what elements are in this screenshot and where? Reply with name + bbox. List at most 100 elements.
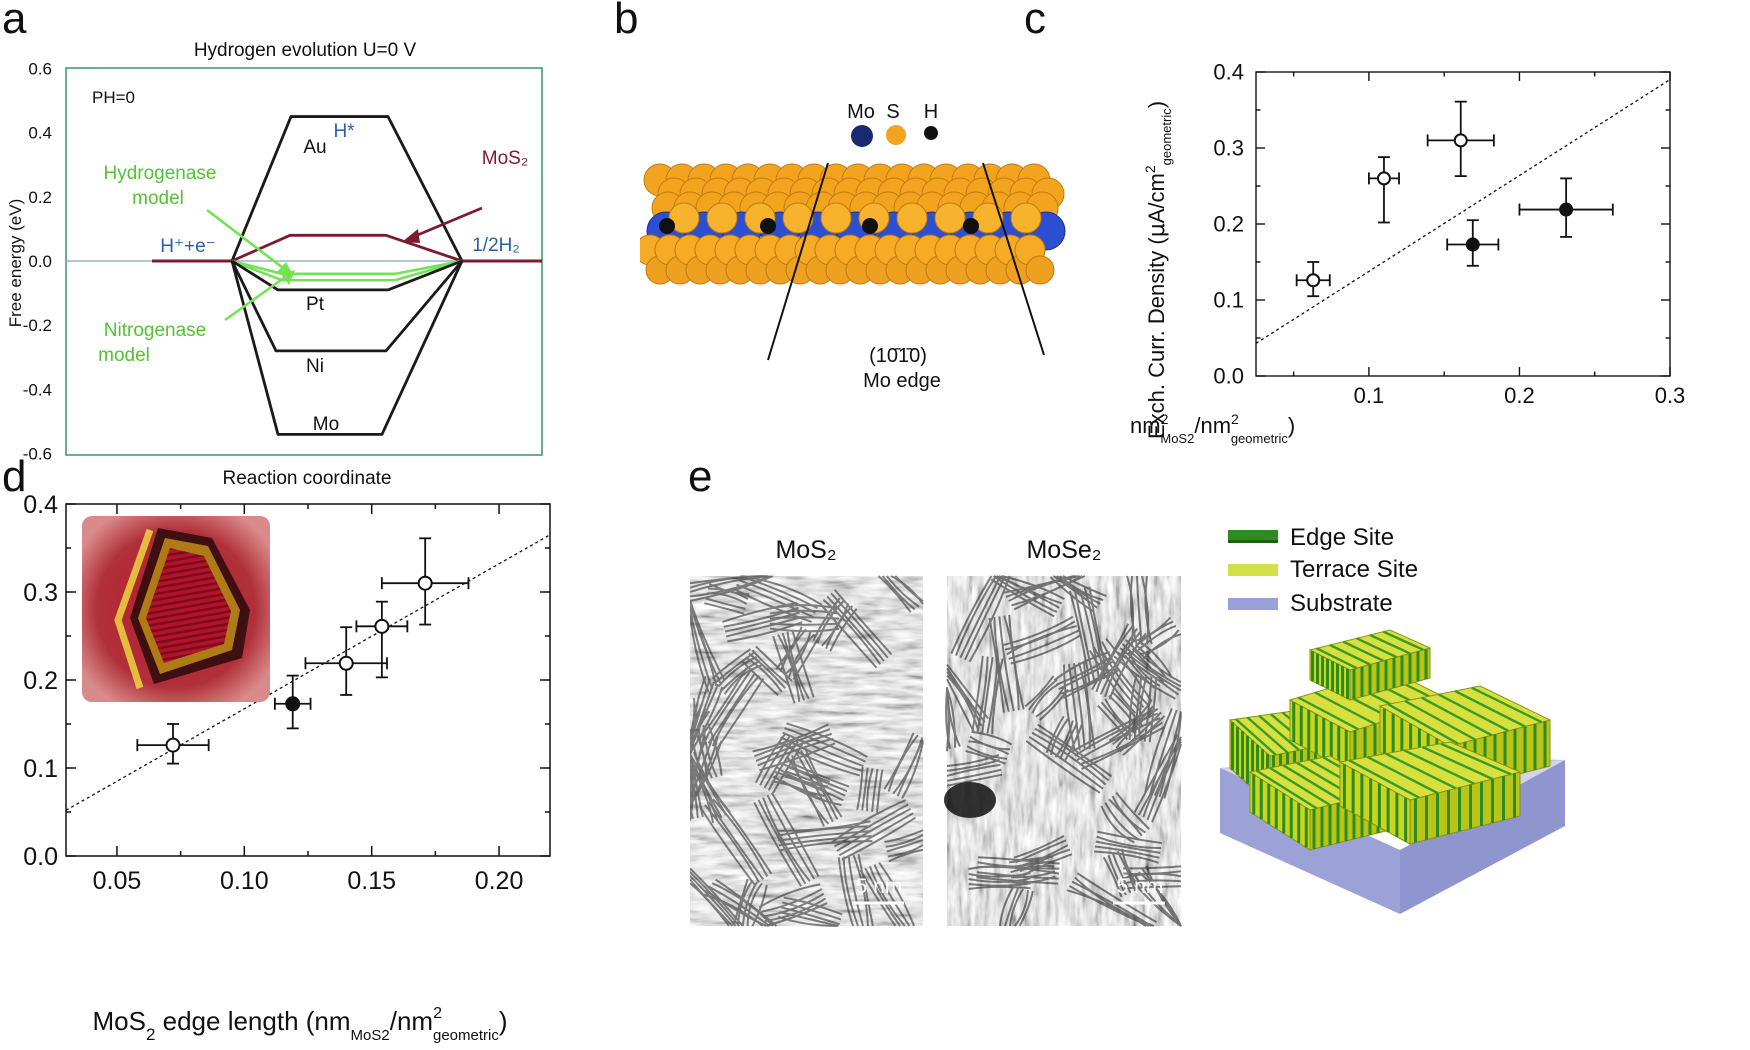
lattice-fringe [781, 632, 806, 701]
panel-d-x-axis-label: MoS2 edge length (nmMoS2/nm2 geometric) [92, 1005, 507, 1044]
lattice-fringe [1018, 890, 1034, 927]
au-label: Au [303, 137, 326, 158]
x-tick-label: 0.1 [1354, 383, 1385, 408]
panel-a-y-tick-label: 0.2 [28, 188, 52, 207]
lattice-fringe [946, 692, 951, 752]
lattice-fringe [964, 575, 1006, 661]
lattice-fringe [784, 775, 844, 802]
lattice-fringe [1126, 575, 1135, 646]
legend-edge-swatch [1228, 530, 1278, 542]
lattice-fringe [744, 656, 783, 693]
lattice-fringe [690, 740, 723, 807]
lattice-fringe [772, 635, 796, 704]
lattice-fringe [1072, 708, 1156, 753]
cut-line-right [982, 162, 1045, 356]
mos2-arrowhead [402, 229, 420, 243]
lattice-fringe [782, 731, 864, 768]
lattice-fringe [704, 602, 745, 615]
lattice-fringe [690, 575, 771, 598]
lattice-fringe [748, 652, 786, 689]
legend-edge-label: Edge Site [1290, 524, 1394, 551]
lattice-fringe [892, 737, 924, 795]
lattice-fringe [971, 730, 1013, 746]
panel-a-ph-label: PH=0 [92, 88, 135, 107]
lattice-fringe [1144, 708, 1173, 793]
pathway-mos- [231, 233, 463, 263]
lattice-fringe [873, 864, 911, 927]
lattice-fringe [954, 575, 997, 656]
lattice-fringe [1024, 675, 1055, 708]
lattice-fringe [690, 575, 774, 602]
lattice-fringe [901, 741, 924, 799]
lattice-fringe [946, 674, 979, 730]
edge-site-stripe [1403, 749, 1475, 785]
lattice-fringe [701, 893, 764, 927]
lattice-fringe [857, 854, 874, 927]
lattice-fringe [959, 575, 1002, 659]
lattice-fringe [1122, 715, 1166, 756]
edge-site-stripe [1235, 718, 1277, 756]
lattice-fringe [741, 660, 779, 697]
lattice-fringe [1104, 802, 1139, 841]
lattice-fringe [833, 589, 893, 656]
cut-line-left [767, 162, 829, 361]
lattice-fringe [760, 888, 823, 913]
pathway-nitrogenase-model [231, 259, 463, 282]
lattice-fringe [1031, 731, 1107, 786]
lattice-fringe [699, 807, 756, 886]
scale-bar-1-label: 5 nm [856, 875, 903, 898]
lattice-fringe [1137, 624, 1177, 651]
middle-state-label: H* [333, 121, 355, 142]
lattice-fringe [968, 865, 1031, 870]
x-tick-label: 0.20 [475, 867, 524, 895]
lattice-fringe [766, 794, 816, 880]
lattice-fringe [1004, 620, 1076, 651]
panel-d-plot-area: 0.05 0.10 0.15 0.20 0.0 0.1 0.2 0.3 0.4 [23, 491, 551, 895]
legend-h-label: H [924, 101, 938, 123]
data-point-error-bars [355, 600, 409, 679]
lattice-fringe [1035, 685, 1066, 718]
open-data-point [417, 575, 433, 591]
open-data-point [338, 655, 354, 671]
mos2-label: MoS₂ [482, 148, 528, 169]
lattice-fringe [821, 603, 850, 647]
lattice-fringe [1139, 640, 1172, 677]
edge-site-stripe [1369, 633, 1411, 655]
lattice-fringe [753, 802, 802, 887]
lattice-fringe [788, 766, 848, 793]
lattice-fringe [755, 732, 832, 762]
lattice-fringe [1054, 720, 1074, 758]
lattice-fringe [769, 616, 840, 620]
lattice-fringe [1010, 634, 1081, 665]
lattice-fringe [769, 627, 840, 633]
panel-a-y-tick-label: -0.2 [23, 316, 52, 335]
lattice-fringe [1097, 643, 1145, 708]
lattice-fringe [1111, 852, 1132, 894]
edge-site-stripe [1297, 696, 1359, 731]
edge-site-stripe [1356, 637, 1398, 659]
lattice-fringe [1034, 727, 1110, 782]
tem-image-mose2 [944, 575, 1182, 927]
lattice-fringe [864, 867, 901, 927]
lattice-fringe [946, 773, 1003, 787]
panel-e-tem-and-schematic: MoS₂ MoSe₂ 5 nm 5 nm Edge Site Terrace S… [690, 524, 1565, 927]
lattice-fringe [755, 645, 793, 682]
lattice-fringe [786, 770, 846, 797]
x-tick-label: 0.05 [93, 867, 142, 895]
sulfur-atom [1010, 202, 1042, 234]
x-tick-label: 0.15 [347, 867, 396, 895]
lattice-fringe [1076, 872, 1157, 924]
edge-site-stripe [1437, 693, 1509, 732]
pathway-au [230, 115, 464, 262]
lattice-fringe [732, 878, 749, 926]
x-tick-label: 0.2 [1504, 383, 1535, 408]
y-tick-label: 0.2 [1213, 212, 1244, 237]
right-state-label: 1/2H₂ [472, 235, 520, 256]
lattice-fringe [818, 602, 878, 669]
lattice-fringe [1011, 870, 1056, 879]
lattice-fringe [1112, 704, 1155, 746]
pathway-pt [231, 259, 463, 292]
nitrogenase-arrowhead [281, 270, 295, 285]
legend-edge-swatch-shade [1228, 540, 1278, 543]
stm-inset-image [82, 516, 270, 702]
